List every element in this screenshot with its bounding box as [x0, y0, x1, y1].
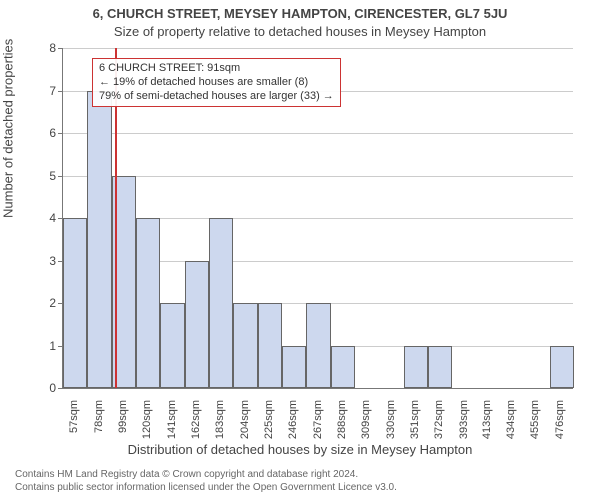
y-tick-mark — [58, 48, 63, 49]
gridline-h — [63, 176, 573, 177]
histogram-bar — [550, 346, 574, 389]
histogram-bar — [160, 303, 184, 388]
attribution-line-2: Contains public sector information licen… — [15, 482, 397, 495]
histogram-bar — [185, 261, 209, 389]
histogram-bar — [331, 346, 355, 389]
y-tick-label: 2 — [36, 296, 56, 310]
histogram-bar — [306, 303, 330, 388]
gridline-h — [63, 48, 573, 49]
histogram-bar — [136, 218, 160, 388]
histogram-bar — [233, 303, 257, 388]
y-tick-mark — [58, 388, 63, 389]
histogram-bar — [428, 346, 452, 389]
callout-line-smaller: ← 19% of detached houses are smaller (8) — [99, 76, 334, 90]
y-tick-label: 5 — [36, 169, 56, 183]
property-callout-box: 6 CHURCH STREET: 91sqm ← 19% of detached… — [92, 58, 341, 107]
histogram-bar — [404, 346, 428, 389]
x-axis-label: Distribution of detached houses by size … — [0, 442, 600, 457]
histogram-bar — [63, 218, 87, 388]
y-tick-label: 1 — [36, 339, 56, 353]
chart-title-description: Size of property relative to detached ho… — [0, 24, 600, 39]
y-tick-label: 0 — [36, 381, 56, 395]
y-tick-label: 7 — [36, 84, 56, 98]
y-tick-mark — [58, 176, 63, 177]
histogram-bar — [282, 346, 306, 389]
y-axis-label: Number of detached properties — [1, 39, 16, 218]
callout-line-size: 6 CHURCH STREET: 91sqm — [99, 62, 334, 76]
histogram-bar — [87, 91, 111, 389]
y-tick-label: 8 — [36, 41, 56, 55]
callout-line-larger: 79% of semi-detached houses are larger (… — [99, 90, 334, 104]
y-tick-label: 4 — [36, 211, 56, 225]
histogram-bar — [209, 218, 233, 388]
y-tick-label: 3 — [36, 254, 56, 268]
y-tick-mark — [58, 133, 63, 134]
y-tick-mark — [58, 91, 63, 92]
y-tick-label: 6 — [36, 126, 56, 140]
attribution-text: Contains HM Land Registry data © Crown c… — [15, 469, 397, 494]
chart-container: 6, CHURCH STREET, MEYSEY HAMPTON, CIRENC… — [0, 0, 600, 500]
attribution-line-1: Contains HM Land Registry data © Crown c… — [15, 469, 397, 482]
gridline-h — [63, 133, 573, 134]
chart-title-address: 6, CHURCH STREET, MEYSEY HAMPTON, CIRENC… — [0, 6, 600, 21]
histogram-bar — [258, 303, 282, 388]
